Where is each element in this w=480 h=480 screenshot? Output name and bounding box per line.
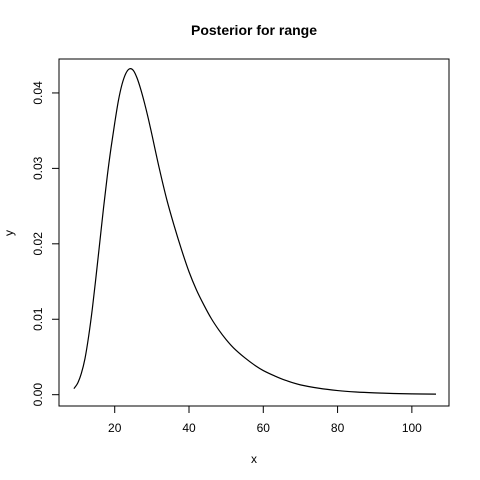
plot-frame xyxy=(58,58,450,407)
x-axis: 20 40 60 80 100 xyxy=(108,405,422,435)
x-axis-label: x xyxy=(251,452,257,466)
y-tick-label: 0.00 xyxy=(31,383,45,407)
chart-title: Posterior for range xyxy=(191,22,317,38)
x-tick-label: 60 xyxy=(257,421,271,435)
y-tick-label: 0.02 xyxy=(31,232,45,256)
x-tick-label: 40 xyxy=(182,421,196,435)
x-tick-label: 100 xyxy=(402,421,422,435)
y-tick-label: 0.04 xyxy=(31,81,45,105)
density-curve xyxy=(73,68,437,395)
y-axis-label: y xyxy=(2,230,16,236)
x-tick-label: 20 xyxy=(108,421,122,435)
y-tick-label: 0.03 xyxy=(31,156,45,180)
y-axis: 0.00 0.01 0.02 0.03 0.04 xyxy=(31,81,60,407)
y-tick-label: 0.01 xyxy=(31,307,45,331)
x-tick-label: 80 xyxy=(331,421,345,435)
